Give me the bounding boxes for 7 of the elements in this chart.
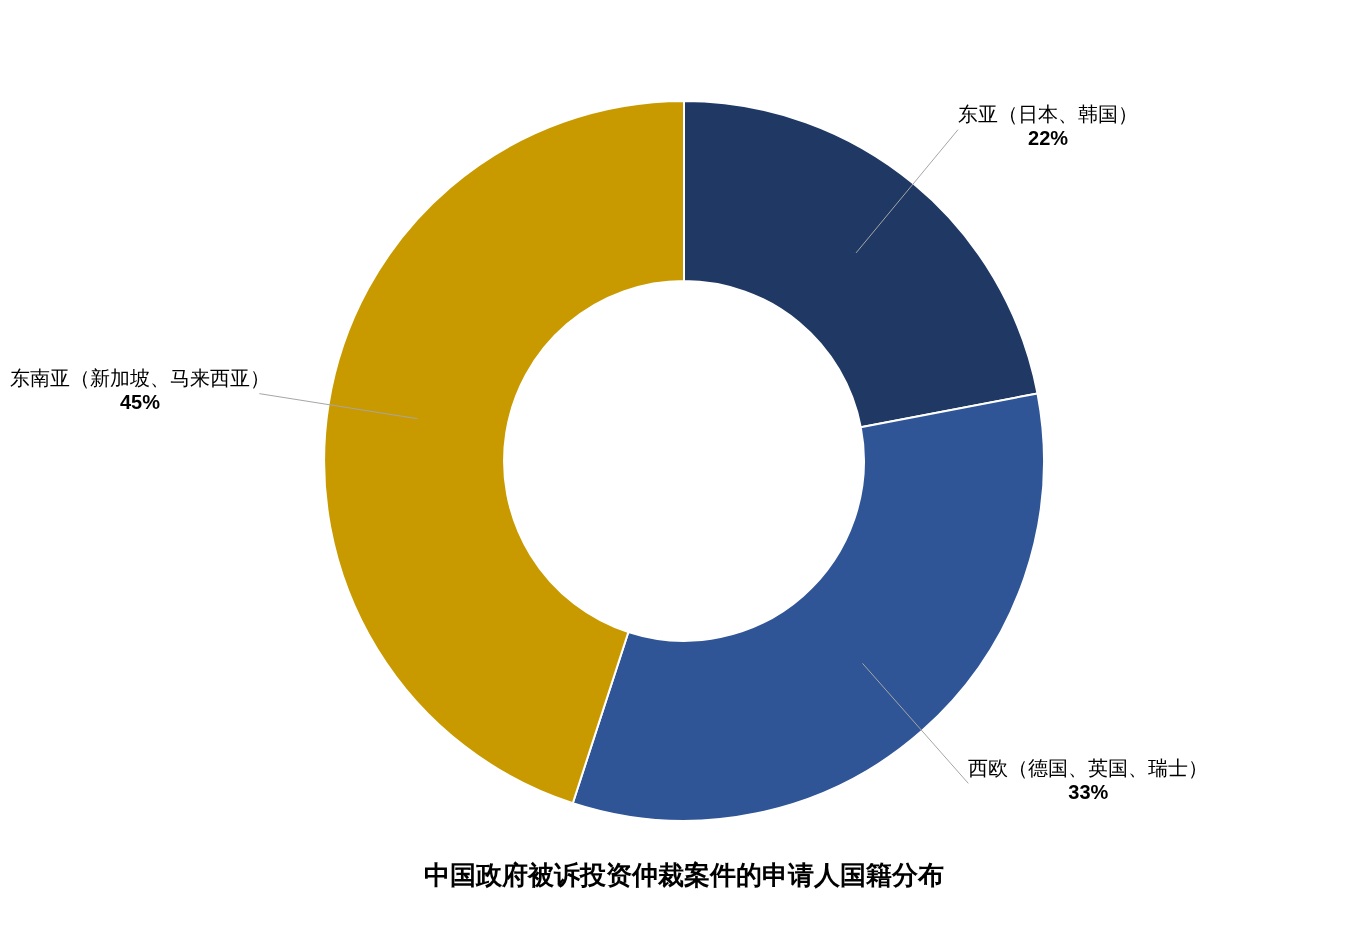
slice-label: 东南亚（新加坡、马来西亚） xyxy=(10,366,270,389)
text: 中国政府被诉投资仲裁案件的申请人国籍分布 xyxy=(424,861,944,891)
slice-label: 东亚（日本、韩国） xyxy=(958,102,1139,125)
data-label: 33% xyxy=(1068,780,1109,803)
data-label: 45% xyxy=(119,391,161,414)
data-label: 22% xyxy=(1028,127,1069,150)
slice-label: 西欧（德国、英国、瑞士） xyxy=(968,756,1209,779)
